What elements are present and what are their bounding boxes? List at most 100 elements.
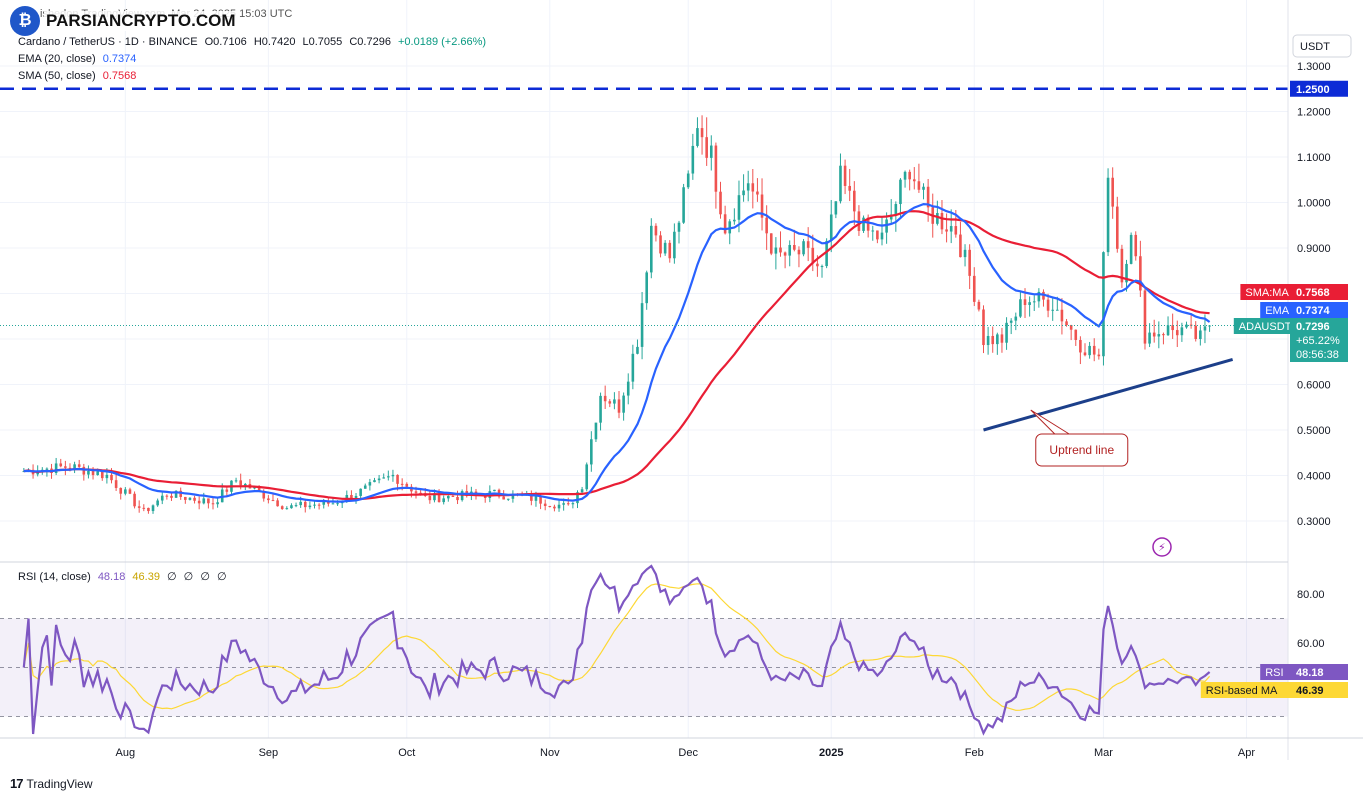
candle-body xyxy=(493,489,496,492)
candle-body xyxy=(336,503,339,505)
candle-body xyxy=(373,480,376,483)
sma-legend-label: SMA (50, close) xyxy=(18,70,96,82)
price-tick-label: 1.1000 xyxy=(1297,152,1331,164)
candle-body xyxy=(1162,334,1165,336)
candle-body xyxy=(133,493,136,507)
time-tick-label: Feb xyxy=(965,747,984,759)
candle-body xyxy=(894,204,898,215)
candle-body xyxy=(1194,325,1198,339)
candle-body xyxy=(414,491,418,493)
rsi-ma-line xyxy=(23,583,1211,711)
candle-body xyxy=(294,505,298,507)
candle-body xyxy=(1000,334,1004,343)
rsi-extra-3: ∅ xyxy=(200,571,210,583)
rsi-tick-label: 60.00 xyxy=(1297,638,1325,650)
candle-body xyxy=(225,489,229,492)
candle-body xyxy=(363,485,367,489)
candle-body xyxy=(419,492,422,494)
candle-body xyxy=(202,498,206,504)
currency-box xyxy=(1292,34,1352,58)
candle-body xyxy=(290,505,293,509)
candle-body xyxy=(562,503,565,505)
candle-body xyxy=(774,247,778,254)
sma-tag-value-bg xyxy=(1290,284,1348,300)
ema-legend[interactable]: EMA (20, close) 0.7374 xyxy=(18,53,140,65)
candle-body xyxy=(571,503,575,505)
candle-body xyxy=(811,247,815,264)
resistance-tag-value: 1.2500 xyxy=(1296,84,1330,96)
candle-body xyxy=(691,145,695,174)
candle-body xyxy=(843,165,847,186)
candle-body xyxy=(45,468,49,470)
candle-body xyxy=(73,464,76,469)
candle-body xyxy=(276,500,279,507)
candle-body xyxy=(566,503,570,505)
candle-body xyxy=(673,231,676,259)
sma-tag-value: 0.7568 xyxy=(1296,287,1330,299)
candle-body xyxy=(165,495,169,497)
candle-body xyxy=(128,489,132,494)
candle-body xyxy=(197,500,201,504)
symbol-title[interactable]: Cardano / TetherUS · 1D · BINANCE xyxy=(18,36,198,48)
candle-body xyxy=(765,217,768,234)
candle-body xyxy=(802,241,805,255)
candle-body xyxy=(576,492,579,504)
candle-body xyxy=(303,501,307,508)
candle-body xyxy=(511,493,515,499)
uptrend-annotation: Uptrend line xyxy=(1030,409,1129,467)
adausdt-tag-value-bg xyxy=(1290,318,1348,362)
candle-body xyxy=(1143,290,1147,344)
candle-body xyxy=(179,490,183,497)
tradingview-name: TradingView xyxy=(26,776,93,791)
candle-body xyxy=(1134,234,1138,257)
sma-legend[interactable]: SMA (50, close) 0.7568 xyxy=(18,70,140,82)
candle-body xyxy=(908,171,911,180)
candle-body xyxy=(783,252,787,256)
candle-body xyxy=(239,480,242,486)
candle-body xyxy=(608,401,612,404)
ohlc-close: C0.7296 xyxy=(349,36,391,48)
candle-body xyxy=(945,229,948,232)
time-tick-label: Sep xyxy=(259,747,279,759)
annotation-text: Uptrend line xyxy=(1049,443,1114,457)
candle-body xyxy=(1088,345,1091,356)
rsi-tag-value-bg xyxy=(1290,664,1348,680)
candle-body xyxy=(853,190,856,212)
candle-body xyxy=(308,505,312,508)
rsi-ma-tag-name-bg xyxy=(1200,682,1290,698)
candle-body xyxy=(636,346,639,354)
candle-body xyxy=(751,183,755,192)
candle-body xyxy=(899,179,902,205)
candle-body xyxy=(769,233,773,254)
candle-body xyxy=(377,478,381,481)
candle-body xyxy=(760,194,764,218)
adausdt-tag-extra: +65.22% xyxy=(1296,335,1340,347)
time-tick-label: 2025 xyxy=(819,747,843,759)
candle-body xyxy=(876,230,879,240)
price-tick-label: 1.0000 xyxy=(1297,198,1331,210)
candle-body xyxy=(539,496,542,504)
candle-body xyxy=(317,504,321,506)
candle-body xyxy=(405,483,409,487)
candle-body xyxy=(1019,299,1022,317)
candle-body xyxy=(709,145,713,158)
candle-body xyxy=(834,201,838,215)
candle-body xyxy=(1102,252,1105,357)
candle-body xyxy=(723,214,727,234)
sma-legend-value: 0.7568 xyxy=(102,70,137,82)
candle-body xyxy=(396,474,399,484)
tradingview-brand[interactable]: 17 TradingView xyxy=(10,776,93,791)
candle-body xyxy=(848,185,851,191)
candle-body xyxy=(1056,309,1059,311)
candle-body xyxy=(437,493,441,503)
candle-body xyxy=(650,225,653,273)
candle-body xyxy=(839,165,842,202)
candle-body xyxy=(557,504,561,509)
adausdt-tag-value: 0.7296 xyxy=(1296,321,1330,333)
rsi-legend[interactable]: RSI (14, close) 48.18 46.39 ∅ ∅ ∅ ∅ xyxy=(18,570,231,583)
candle-body xyxy=(829,214,833,241)
candle-body xyxy=(428,495,432,501)
candle-body xyxy=(631,353,635,382)
candle-body xyxy=(645,272,648,304)
